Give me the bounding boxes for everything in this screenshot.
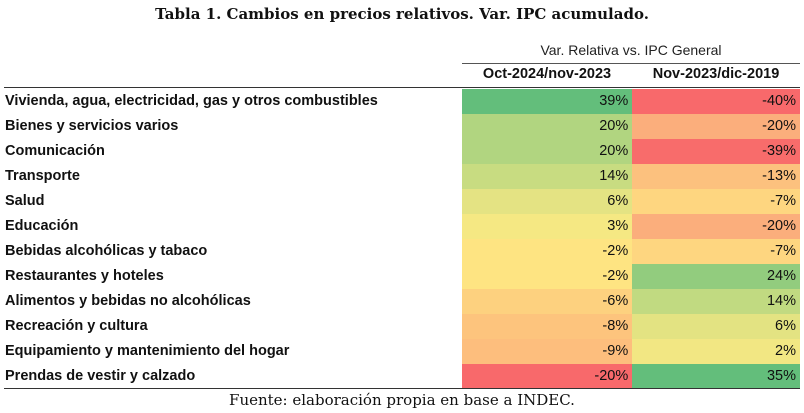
- row-category: Educación: [5, 218, 79, 234]
- table-row: Recreación y cultura -8% 6%: [4, 314, 801, 339]
- header-divider: [4, 87, 800, 88]
- cell-nov2023-dic2019: 14%: [632, 289, 801, 314]
- row-category: Transporte: [5, 168, 80, 184]
- column-header-oct2024-nov2023: Oct-2024/nov-2023: [482, 66, 612, 82]
- cell-nov2023-dic2019: 35%: [632, 364, 801, 389]
- table-row: Transporte 14% -13%: [4, 164, 801, 189]
- table-row: Alimentos y bebidas no alcohólicas -6% 14%: [4, 289, 801, 314]
- table-row: Prendas de vestir y calzado -20% 35%: [4, 364, 801, 389]
- row-category: Restaurantes y hoteles: [5, 268, 164, 284]
- table-row: Bebidas alcohólicas y tabaco -2% -7%: [4, 239, 801, 264]
- source-note: Fuente: elaboración propia en base a IND…: [229, 391, 575, 409]
- row-category: Bebidas alcohólicas y tabaco: [5, 243, 208, 259]
- cell-oct2024-nov2023: 14%: [462, 164, 633, 189]
- cell-oct2024-nov2023: -8%: [462, 314, 633, 339]
- row-category: Alimentos y bebidas no alcohólicas: [5, 293, 251, 309]
- row-category: Vivienda, agua, electricidad, gas y otro…: [5, 93, 378, 109]
- cell-nov2023-dic2019: -39%: [632, 139, 801, 164]
- table-body: Vivienda, agua, electricidad, gas y otro…: [4, 89, 801, 389]
- table-title: Tabla 1. Cambios en precios relativos. V…: [155, 5, 649, 23]
- cell-nov2023-dic2019: -13%: [632, 164, 801, 189]
- cell-nov2023-dic2019: -20%: [632, 114, 801, 139]
- cell-oct2024-nov2023: -2%: [462, 264, 633, 289]
- cell-nov2023-dic2019: -7%: [632, 189, 801, 214]
- row-category: Salud: [5, 193, 45, 209]
- cell-oct2024-nov2023: -9%: [462, 339, 633, 364]
- cell-oct2024-nov2023: 20%: [462, 139, 633, 164]
- cell-oct2024-nov2023: 6%: [462, 189, 633, 214]
- cell-nov2023-dic2019: -40%: [632, 89, 801, 114]
- table-row: Salud 6% -7%: [4, 189, 801, 214]
- table-row: Bienes y servicios varios 20% -20%: [4, 114, 801, 139]
- table-row: Vivienda, agua, electricidad, gas y otro…: [4, 89, 801, 114]
- row-category: Equipamiento y mantenimiento del hogar: [5, 343, 290, 359]
- cell-oct2024-nov2023: -20%: [462, 364, 633, 389]
- cell-nov2023-dic2019: 2%: [632, 339, 801, 364]
- cell-nov2023-dic2019: -7%: [632, 239, 801, 264]
- table-row: Educación 3% -20%: [4, 214, 801, 239]
- cell-nov2023-dic2019: 24%: [632, 264, 801, 289]
- cell-nov2023-dic2019: -20%: [632, 214, 801, 239]
- cell-oct2024-nov2023: 39%: [462, 89, 633, 114]
- row-category: Recreación y cultura: [5, 318, 148, 334]
- table-row: Restaurantes y hoteles -2% 24%: [4, 264, 801, 289]
- table-row: Equipamiento y mantenimiento del hogar -9…: [4, 339, 801, 364]
- column-header-nov2023-dic2019: Nov-2023/dic-2019: [652, 66, 780, 82]
- cell-oct2024-nov2023: 20%: [462, 114, 633, 139]
- row-category: Bienes y servicios varios: [5, 118, 179, 134]
- cell-oct2024-nov2023: -6%: [462, 289, 633, 314]
- table-row: Comunicación 20% -39%: [4, 139, 801, 164]
- row-category: Prendas de vestir y calzado: [5, 368, 196, 384]
- row-category: Comunicación: [5, 143, 105, 159]
- cell-oct2024-nov2023: 3%: [462, 214, 633, 239]
- group-header: Var. Relativa vs. IPC General: [462, 42, 800, 64]
- cell-oct2024-nov2023: -2%: [462, 239, 633, 264]
- cell-nov2023-dic2019: 6%: [632, 314, 801, 339]
- bottom-divider: [4, 388, 800, 389]
